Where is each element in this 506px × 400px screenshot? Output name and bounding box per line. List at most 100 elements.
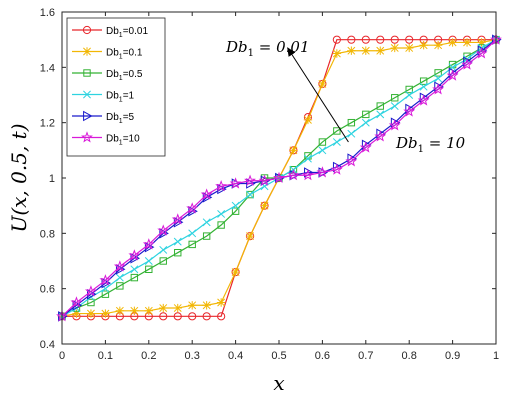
- data-point-s1-22: [376, 46, 385, 55]
- data-point-s1-21: [361, 46, 370, 55]
- legend-marker: [82, 47, 92, 56]
- x-tick-label: 0: [59, 350, 65, 362]
- data-point-s0-22: [376, 35, 385, 44]
- data-point-s5-20: [345, 155, 358, 167]
- data-point-s5-19: [330, 163, 343, 175]
- data-point-s1-9: [188, 301, 197, 310]
- y-tick-label: 1.2: [40, 118, 55, 130]
- data-point-s3-9: [188, 229, 197, 238]
- y-axis-label: U(x, 0.5, t): [7, 123, 31, 232]
- data-point-s1-20: [347, 46, 356, 55]
- data-point-s2-5: [130, 273, 139, 282]
- data-point-s2-19: [333, 127, 341, 135]
- legend-item-3: Db1=1: [72, 91, 135, 104]
- data-point-s2-24: [405, 85, 413, 94]
- data-point-s5-23: [388, 119, 401, 131]
- data-point-s2-12: [231, 207, 240, 215]
- data-point-s1-8: [173, 303, 182, 313]
- data-point-s1-19: [332, 49, 342, 58]
- data-point-s3-19: [332, 138, 341, 146]
- data-point-s3-4: [115, 273, 124, 282]
- data-point-s1-26: [433, 41, 443, 50]
- legend-box: [66, 17, 166, 157]
- legend-item-4: Db1=5: [72, 110, 135, 125]
- data-point-s3-20: [347, 129, 356, 138]
- x-tick-label: 0.3: [185, 350, 200, 362]
- data-point-s1-10: [202, 301, 211, 310]
- x-tick-label: 1: [493, 350, 499, 362]
- x-axis-label: x: [273, 371, 284, 395]
- data-point-s1-28: [462, 38, 472, 47]
- data-point-s3-5: [130, 265, 139, 274]
- data-point-s5-29: [475, 47, 488, 59]
- data-point-s1-25: [419, 41, 428, 50]
- data-point-s1-24: [405, 43, 414, 53]
- legend-marker: [83, 69, 91, 77]
- data-point-s3-8: [173, 237, 182, 246]
- data-point-s5-12: [229, 177, 242, 189]
- data-point-s0-19: [332, 35, 341, 44]
- legend-label: Db1=10: [106, 134, 140, 147]
- x-tick-label: 0.9: [445, 350, 460, 362]
- data-point-s5-16: [287, 168, 300, 181]
- data-point-s5-21: [359, 141, 372, 153]
- y-tick-label: 0.8: [40, 228, 55, 240]
- x-tick-label: 0.4: [228, 350, 243, 362]
- legend-item-2: Db1=0.5: [72, 69, 143, 82]
- data-point-s3-25: [419, 82, 428, 91]
- data-point-s1-11: [216, 298, 226, 307]
- data-point-s5-28: [461, 58, 473, 70]
- data-point-s3-3: [101, 284, 110, 293]
- data-point-s5-4: [113, 260, 126, 272]
- data-point-s5-10: [200, 188, 213, 200]
- data-point-s2-18: [318, 138, 327, 146]
- data-point-s3-26: [434, 74, 443, 83]
- data-point-s3-17: [303, 154, 312, 163]
- data-point-s0-20: [347, 35, 356, 44]
- data-point-s3-22: [376, 110, 385, 119]
- legend-marker: [81, 131, 93, 143]
- annotation-db-0-01: Db1 = 0.01: [225, 38, 310, 59]
- data-point-s0-21: [361, 35, 370, 44]
- x-tick-label: 0.5: [271, 350, 286, 362]
- series-5: [56, 33, 502, 322]
- data-point-s3-21: [361, 118, 370, 127]
- y-tick-label: 1.6: [40, 7, 55, 19]
- legend-marker: [83, 110, 93, 122]
- data-point-s3-10: [202, 218, 211, 227]
- data-point-s2-13: [246, 190, 254, 199]
- data-point-s3-18: [318, 146, 327, 155]
- y-tick-label: 0.4: [40, 339, 55, 351]
- data-point-s1-4: [115, 306, 125, 315]
- data-point-s0-7: [159, 312, 168, 321]
- data-point-s5-9: [186, 202, 199, 214]
- x-tick-label: 0.8: [402, 350, 417, 362]
- data-point-s3-7: [159, 245, 168, 254]
- data-point-s5-6: [142, 238, 155, 250]
- data-point-s5-2: [85, 285, 97, 297]
- legend-marker: [83, 90, 91, 99]
- data-point-s3-13: [246, 190, 255, 199]
- data-point-s5-26: [432, 83, 445, 95]
- data-point-s2-21: [362, 110, 370, 119]
- ticks-layer: 0 0.1 0.2 0.3 0.4 0.5 0.6 0.7 0.8 0.9 1 0.4 0.6 0.8 1 1…: [40, 7, 499, 362]
- data-point-s1-29: [477, 38, 486, 47]
- data-point-s2-6: [145, 265, 153, 274]
- data-point-s1-3: [101, 309, 110, 318]
- data-point-s1-23: [390, 43, 399, 53]
- data-point-s3-24: [405, 91, 414, 99]
- data-point-s2-7: [159, 257, 167, 265]
- data-point-s1-6: [144, 306, 153, 315]
- data-point-s0-10: [202, 312, 211, 321]
- data-point-s5-8: [171, 213, 184, 225]
- data-point-s5-7: [157, 224, 170, 236]
- data-point-s3-6: [144, 257, 153, 265]
- data-point-s1-14: [260, 201, 269, 210]
- data-point-s1-18: [318, 79, 327, 89]
- y-tick-label: 1.4: [40, 62, 55, 74]
- data-point-s2-23: [391, 94, 399, 102]
- data-point-s2-9: [188, 240, 196, 249]
- data-point-s5-22: [374, 130, 387, 142]
- data-point-s5-24: [403, 105, 416, 117]
- data-point-s5-11: [215, 180, 228, 192]
